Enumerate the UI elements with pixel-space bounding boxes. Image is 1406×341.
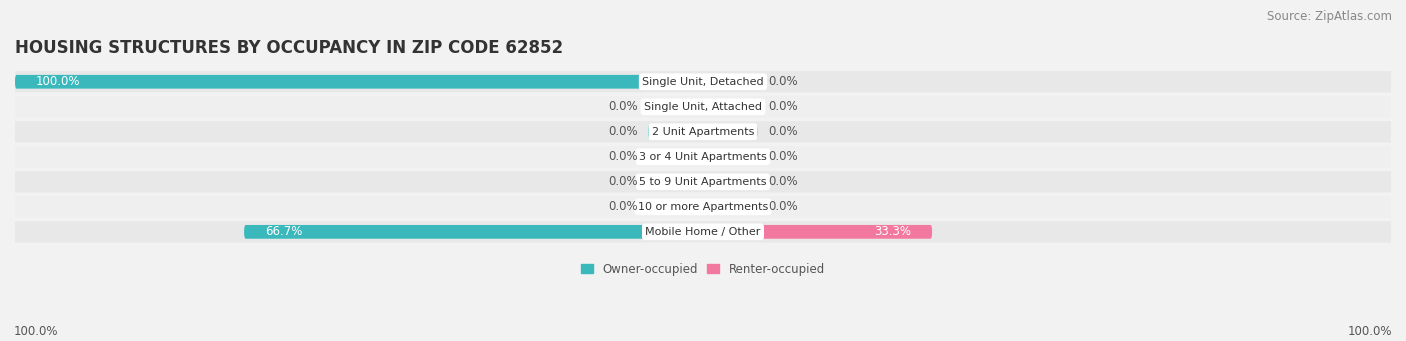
Text: 0.0%: 0.0% bbox=[607, 125, 638, 138]
Text: 100.0%: 100.0% bbox=[35, 75, 80, 88]
Text: 0.0%: 0.0% bbox=[607, 200, 638, 213]
FancyBboxPatch shape bbox=[648, 125, 703, 139]
FancyBboxPatch shape bbox=[15, 171, 1391, 192]
Text: 3 or 4 Unit Apartments: 3 or 4 Unit Apartments bbox=[640, 152, 766, 162]
Text: 0.0%: 0.0% bbox=[768, 125, 799, 138]
Text: 0.0%: 0.0% bbox=[768, 175, 799, 188]
Text: 33.3%: 33.3% bbox=[875, 225, 911, 238]
FancyBboxPatch shape bbox=[648, 150, 703, 164]
Text: 100.0%: 100.0% bbox=[1347, 325, 1392, 338]
Text: 66.7%: 66.7% bbox=[264, 225, 302, 238]
Text: HOUSING STRUCTURES BY OCCUPANCY IN ZIP CODE 62852: HOUSING STRUCTURES BY OCCUPANCY IN ZIP C… bbox=[15, 39, 564, 57]
FancyBboxPatch shape bbox=[15, 146, 1391, 167]
FancyBboxPatch shape bbox=[703, 100, 758, 114]
FancyBboxPatch shape bbox=[703, 75, 758, 89]
Text: 0.0%: 0.0% bbox=[768, 150, 799, 163]
FancyBboxPatch shape bbox=[15, 121, 1391, 143]
Text: 0.0%: 0.0% bbox=[607, 100, 638, 113]
Text: 0.0%: 0.0% bbox=[607, 150, 638, 163]
FancyBboxPatch shape bbox=[648, 200, 703, 214]
Legend: Owner-occupied, Renter-occupied: Owner-occupied, Renter-occupied bbox=[576, 258, 830, 281]
FancyBboxPatch shape bbox=[703, 225, 932, 239]
FancyBboxPatch shape bbox=[648, 175, 703, 189]
Text: Single Unit, Detached: Single Unit, Detached bbox=[643, 77, 763, 87]
Text: 100.0%: 100.0% bbox=[14, 325, 59, 338]
FancyBboxPatch shape bbox=[15, 221, 1391, 242]
FancyBboxPatch shape bbox=[703, 200, 758, 214]
FancyBboxPatch shape bbox=[15, 196, 1391, 218]
Text: Single Unit, Attached: Single Unit, Attached bbox=[644, 102, 762, 112]
FancyBboxPatch shape bbox=[245, 225, 703, 239]
Text: 0.0%: 0.0% bbox=[768, 75, 799, 88]
Text: Source: ZipAtlas.com: Source: ZipAtlas.com bbox=[1267, 10, 1392, 23]
Text: 0.0%: 0.0% bbox=[768, 100, 799, 113]
Text: 5 to 9 Unit Apartments: 5 to 9 Unit Apartments bbox=[640, 177, 766, 187]
FancyBboxPatch shape bbox=[15, 75, 703, 89]
FancyBboxPatch shape bbox=[15, 96, 1391, 117]
FancyBboxPatch shape bbox=[703, 175, 758, 189]
Text: 10 or more Apartments: 10 or more Apartments bbox=[638, 202, 768, 212]
Text: Mobile Home / Other: Mobile Home / Other bbox=[645, 227, 761, 237]
Text: 2 Unit Apartments: 2 Unit Apartments bbox=[652, 127, 754, 137]
FancyBboxPatch shape bbox=[703, 125, 758, 139]
Text: 0.0%: 0.0% bbox=[768, 200, 799, 213]
FancyBboxPatch shape bbox=[648, 100, 703, 114]
FancyBboxPatch shape bbox=[15, 71, 1391, 92]
Text: 0.0%: 0.0% bbox=[607, 175, 638, 188]
FancyBboxPatch shape bbox=[703, 150, 758, 164]
